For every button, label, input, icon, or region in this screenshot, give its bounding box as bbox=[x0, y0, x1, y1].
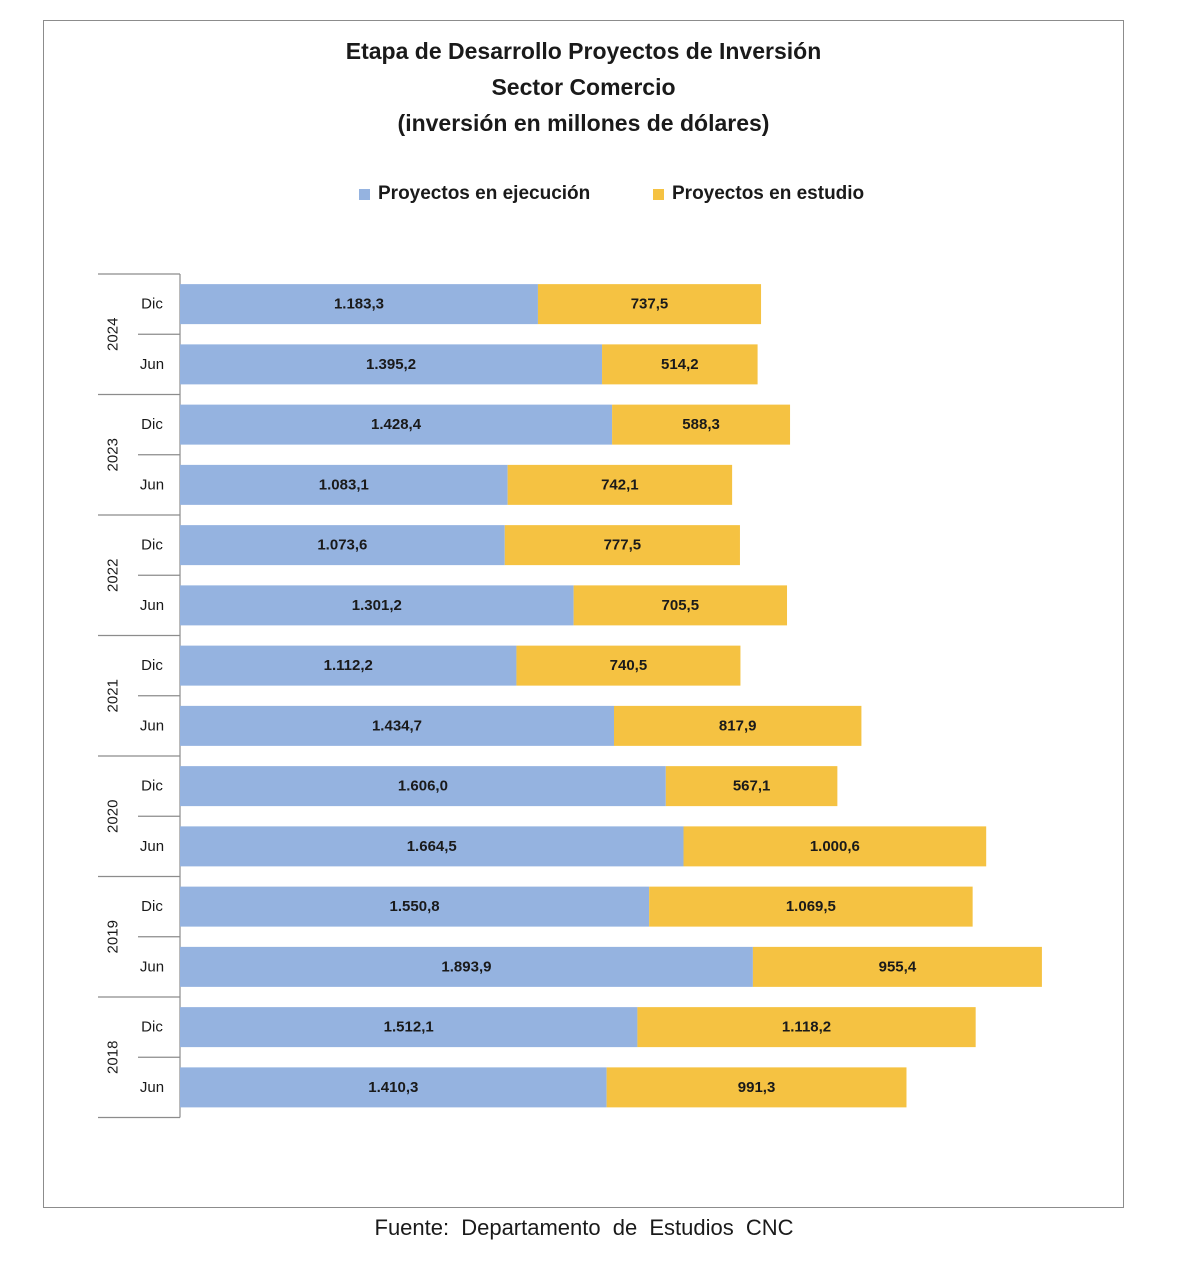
bar-ejecucion-2019-dic bbox=[180, 886, 650, 927]
chart-frame bbox=[43, 20, 1124, 1208]
legend-label-estudio: Proyectos en estudio bbox=[672, 183, 865, 204]
period-label-2023-dic: Dic bbox=[141, 416, 163, 433]
period-label-2020-jun: Jun bbox=[140, 838, 164, 855]
legend-item-ejecucion: Proyectos en ejecución bbox=[359, 183, 590, 205]
bar-estudio-2021-jun bbox=[613, 705, 862, 746]
period-label-2023-jun: Jun bbox=[140, 476, 164, 493]
data-label-ejecucion-2018-dic: 1.512,1 bbox=[384, 1019, 434, 1036]
period-label-2024-jun: Jun bbox=[140, 356, 164, 373]
data-label-estudio-2020-dic: 567,1 bbox=[733, 778, 771, 795]
bar-ejecucion-2021-dic bbox=[180, 645, 517, 686]
bar-ejecucion-2024-jun bbox=[180, 344, 603, 385]
period-label-2021-dic: Dic bbox=[141, 657, 163, 674]
bar-ejecucion-2024-dic bbox=[180, 284, 538, 325]
data-label-ejecucion-2024-jun: 1.395,2 bbox=[366, 356, 416, 373]
year-label-2021: 2021 bbox=[105, 679, 122, 712]
data-label-ejecucion-2021-jun: 1.434,7 bbox=[372, 717, 422, 734]
data-label-ejecucion-2019-jun: 1.893,9 bbox=[441, 958, 491, 975]
bar-estudio-2020-jun bbox=[683, 826, 987, 867]
legend-swatch-ejecucion bbox=[359, 188, 370, 200]
bar-ejecucion-2022-dic bbox=[180, 525, 505, 566]
period-label-2021-jun: Jun bbox=[140, 717, 164, 734]
bar-ejecucion-2023-jun bbox=[180, 464, 508, 505]
bar-ejecucion-2022-jun bbox=[180, 585, 574, 626]
data-label-ejecucion-2022-dic: 1.073,6 bbox=[317, 537, 367, 554]
data-label-ejecucion-2020-jun: 1.664,5 bbox=[407, 838, 457, 855]
bar-estudio-2020-dic bbox=[665, 766, 838, 807]
bar-ejecucion-2018-dic bbox=[180, 1007, 638, 1048]
data-label-estudio-2023-dic: 588,3 bbox=[682, 416, 720, 433]
bar-estudio-2018-dic bbox=[637, 1007, 976, 1048]
data-label-estudio-2021-jun: 817,9 bbox=[719, 717, 757, 734]
data-label-estudio-2024-jun: 514,2 bbox=[661, 356, 699, 373]
data-label-estudio-2022-dic: 777,5 bbox=[604, 537, 642, 554]
data-label-estudio-2018-dic: 1.118,2 bbox=[782, 1019, 831, 1036]
chart-title-line-3: (inversión en millones de dólares) bbox=[397, 110, 770, 136]
data-label-ejecucion-2024-dic: 1.183,3 bbox=[334, 296, 384, 313]
year-label-2022: 2022 bbox=[105, 559, 122, 592]
chart-title-line-1: Etapa de Desarrollo Proyectos de Inversi… bbox=[345, 38, 822, 64]
bar-estudio-2023-jun bbox=[507, 464, 733, 505]
legend: Proyectos en ejecución Proyectos en estu… bbox=[0, 183, 1200, 209]
period-label-2022-dic: Dic bbox=[141, 537, 163, 554]
chart-title-line-2: Sector Comercio bbox=[491, 74, 676, 100]
legend-label-ejecucion: Proyectos en ejecución bbox=[378, 183, 591, 204]
year-label-2020: 2020 bbox=[105, 800, 122, 833]
bar-estudio-2019-dic bbox=[649, 886, 973, 927]
bar-estudio-2023-dic bbox=[612, 404, 791, 445]
year-label-2024: 2024 bbox=[105, 318, 122, 351]
legend-swatch-estudio bbox=[653, 188, 664, 200]
data-label-ejecucion-2023-jun: 1.083,1 bbox=[319, 476, 369, 493]
data-label-estudio-2021-dic: 740,5 bbox=[610, 657, 648, 674]
bar-estudio-2021-dic bbox=[516, 645, 741, 686]
year-label-2018: 2018 bbox=[105, 1041, 122, 1074]
data-label-estudio-2019-jun: 955,4 bbox=[879, 958, 917, 975]
data-label-estudio-2020-jun: 1.000,6 bbox=[810, 838, 860, 855]
period-label-2018-dic: Dic bbox=[141, 1019, 163, 1036]
bar-ejecucion-2020-jun bbox=[180, 826, 684, 867]
period-label-2022-jun: Jun bbox=[140, 597, 164, 614]
bar-ejecucion-2021-jun bbox=[180, 705, 614, 746]
year-label-2023: 2023 bbox=[105, 438, 122, 471]
data-label-ejecucion-2018-jun: 1.410,3 bbox=[368, 1079, 418, 1096]
bar-estudio-2018-jun bbox=[606, 1067, 907, 1108]
data-label-estudio-2022-jun: 705,5 bbox=[662, 597, 700, 614]
data-label-estudio-2023-jun: 742,1 bbox=[601, 476, 639, 493]
data-label-estudio-2019-dic: 1.069,5 bbox=[786, 898, 836, 915]
period-label-2019-jun: Jun bbox=[140, 958, 164, 975]
bar-estudio-2024-dic bbox=[537, 284, 762, 325]
bar-ejecucion-2018-jun bbox=[180, 1067, 607, 1108]
data-label-ejecucion-2020-dic: 1.606,0 bbox=[398, 778, 448, 795]
period-label-2019-dic: Dic bbox=[141, 898, 163, 915]
bar-ejecucion-2023-dic bbox=[180, 404, 613, 445]
data-label-ejecucion-2022-jun: 1.301,2 bbox=[352, 597, 402, 614]
legend-item-estudio: Proyectos en estudio bbox=[653, 183, 864, 205]
period-label-2020-dic: Dic bbox=[141, 778, 163, 795]
bar-ejecucion-2020-dic bbox=[180, 766, 666, 807]
source-note: Fuente: Departamento de Estudios CNC bbox=[374, 1215, 794, 1240]
data-label-ejecucion-2021-dic: 1.112,2 bbox=[324, 657, 373, 674]
year-label-2019: 2019 bbox=[105, 920, 122, 953]
bar-estudio-2022-jun bbox=[573, 585, 788, 626]
data-label-ejecucion-2019-dic: 1.550,8 bbox=[390, 898, 440, 915]
bar-estudio-2022-dic bbox=[504, 525, 740, 566]
bar-estudio-2024-jun bbox=[602, 344, 758, 385]
data-label-estudio-2024-dic: 737,5 bbox=[631, 296, 669, 313]
data-label-ejecucion-2023-dic: 1.428,4 bbox=[371, 416, 422, 433]
period-label-2018-jun: Jun bbox=[140, 1079, 164, 1096]
data-label-estudio-2018-jun: 991,3 bbox=[738, 1079, 776, 1096]
period-label-2024-dic: Dic bbox=[141, 296, 163, 313]
bar-ejecucion-2019-jun bbox=[180, 946, 753, 987]
bar-estudio-2019-jun bbox=[752, 946, 1042, 987]
